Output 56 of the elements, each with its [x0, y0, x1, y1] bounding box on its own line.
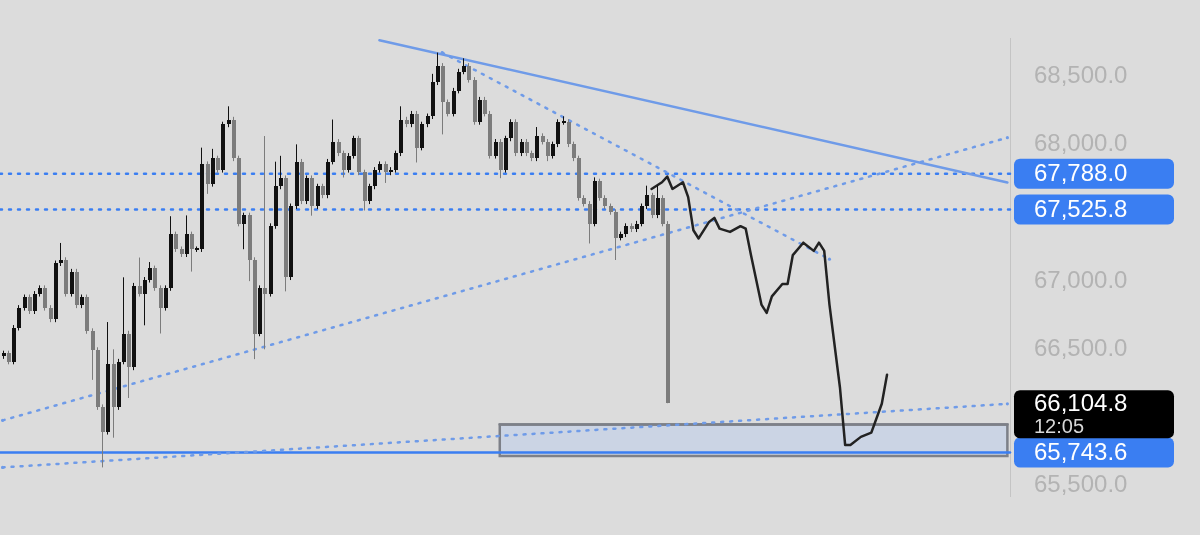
candlestick [33, 290, 37, 315]
candlestick [143, 276, 147, 326]
candlestick [420, 121, 424, 151]
candlestick [43, 284, 47, 312]
candlestick [174, 231, 178, 253]
candlestick [483, 96, 487, 117]
candlestick [91, 327, 95, 381]
candlestick [457, 68, 461, 94]
candlestick [190, 231, 194, 273]
candlestick [656, 185, 660, 219]
candlestick [263, 135, 267, 350]
candlestick [394, 150, 398, 174]
candlestick [645, 185, 649, 210]
candlestick [342, 150, 346, 178]
ref-line-label: 65,743.6 [1034, 438, 1128, 466]
candlestick [494, 138, 498, 160]
text: 66,104.8 [1034, 388, 1128, 416]
candlestick [316, 183, 320, 210]
candlestick [227, 105, 231, 128]
candlestick [305, 174, 309, 205]
candlestick [588, 200, 592, 244]
ref-line-label: 67,788.0 [1034, 159, 1128, 187]
candlestick [206, 160, 210, 195]
candlestick [436, 52, 440, 86]
candlestick [572, 141, 576, 162]
candlestick [651, 192, 655, 219]
candlestick [347, 152, 351, 174]
candlestick [368, 183, 372, 205]
candlestick [478, 96, 482, 126]
candlestick [352, 135, 356, 160]
candlestick [138, 257, 142, 298]
candlestick [509, 118, 513, 142]
candlestick [153, 265, 157, 292]
ref-line-label: 67,525.8 [1034, 195, 1128, 223]
candlestick [546, 138, 550, 162]
candlestick [467, 62, 471, 84]
candlestick [28, 294, 32, 315]
candlestick [148, 261, 152, 283]
candlestick [331, 119, 335, 165]
candlestick [185, 214, 189, 258]
candlestick [384, 160, 388, 184]
candlestick [640, 203, 644, 227]
candlestick [17, 304, 21, 331]
candlestick [535, 126, 539, 162]
candlestick [164, 284, 168, 312]
text: 12:05 [1034, 414, 1085, 437]
candlestick [598, 178, 602, 202]
candlestick [70, 268, 74, 298]
candlestick [59, 242, 63, 267]
candlestick [452, 87, 456, 117]
candlestick [159, 284, 163, 334]
candlestick [556, 118, 560, 148]
candlestick [373, 166, 377, 190]
candlestick [242, 212, 246, 250]
candlestick [279, 155, 283, 190]
candlestick [567, 118, 571, 148]
